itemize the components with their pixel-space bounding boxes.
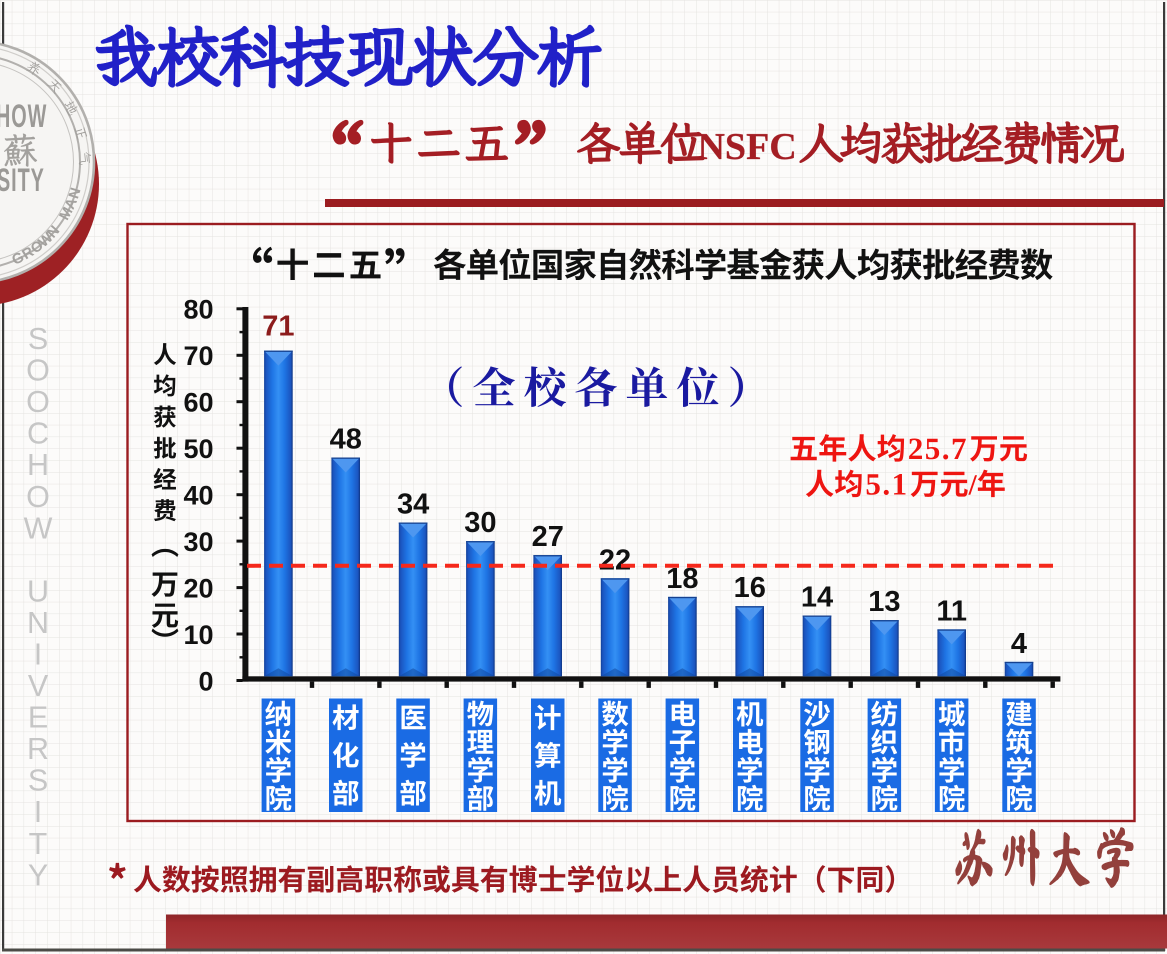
svg-text:18: 18: [666, 563, 698, 595]
svg-text:0: 0: [198, 666, 213, 696]
svg-text:Y: Y: [28, 858, 48, 892]
svg-text:4: 4: [1011, 628, 1027, 660]
svg-text:27: 27: [532, 521, 564, 553]
svg-text:40: 40: [183, 481, 213, 511]
svg-text:60: 60: [183, 388, 213, 418]
svg-text:T: T: [29, 827, 48, 861]
svg-text:11: 11: [936, 595, 967, 627]
svg-text:E: E: [28, 701, 48, 735]
svg-text:R: R: [27, 732, 49, 766]
svg-text:N: N: [66, 186, 84, 201]
svg-text:I: I: [34, 795, 42, 829]
svg-text:C: C: [27, 417, 49, 451]
svg-text:13: 13: [868, 586, 900, 618]
svg-text:16: 16: [734, 572, 766, 604]
svg-text:20: 20: [183, 574, 213, 604]
svg-text:48: 48: [330, 424, 362, 456]
svg-text:O: O: [26, 480, 50, 514]
svg-text:71: 71: [262, 311, 294, 343]
svg-text:HOW: HOW: [0, 98, 47, 134]
svg-text:V: V: [28, 669, 49, 703]
svg-text:O: O: [26, 385, 50, 419]
svg-text:22: 22: [599, 544, 631, 576]
svg-text:W: W: [24, 511, 53, 545]
svg-text:U: U: [27, 574, 49, 608]
svg-text:O: O: [26, 354, 50, 388]
svg-text:80: 80: [183, 295, 213, 325]
svg-text:I: I: [34, 638, 42, 672]
svg-text:50: 50: [183, 434, 213, 464]
svg-text:S: S: [28, 764, 48, 798]
svg-text:30: 30: [183, 527, 213, 557]
svg-text:S: S: [28, 322, 48, 356]
svg-text:34: 34: [397, 489, 429, 521]
svg-text:H: H: [27, 448, 49, 482]
svg-text:SITY: SITY: [0, 162, 45, 198]
svg-text:N: N: [27, 606, 49, 640]
svg-text:30: 30: [464, 507, 496, 539]
svg-text:10: 10: [183, 620, 213, 650]
svg-text:14: 14: [801, 582, 833, 614]
svg-text:70: 70: [183, 341, 213, 371]
